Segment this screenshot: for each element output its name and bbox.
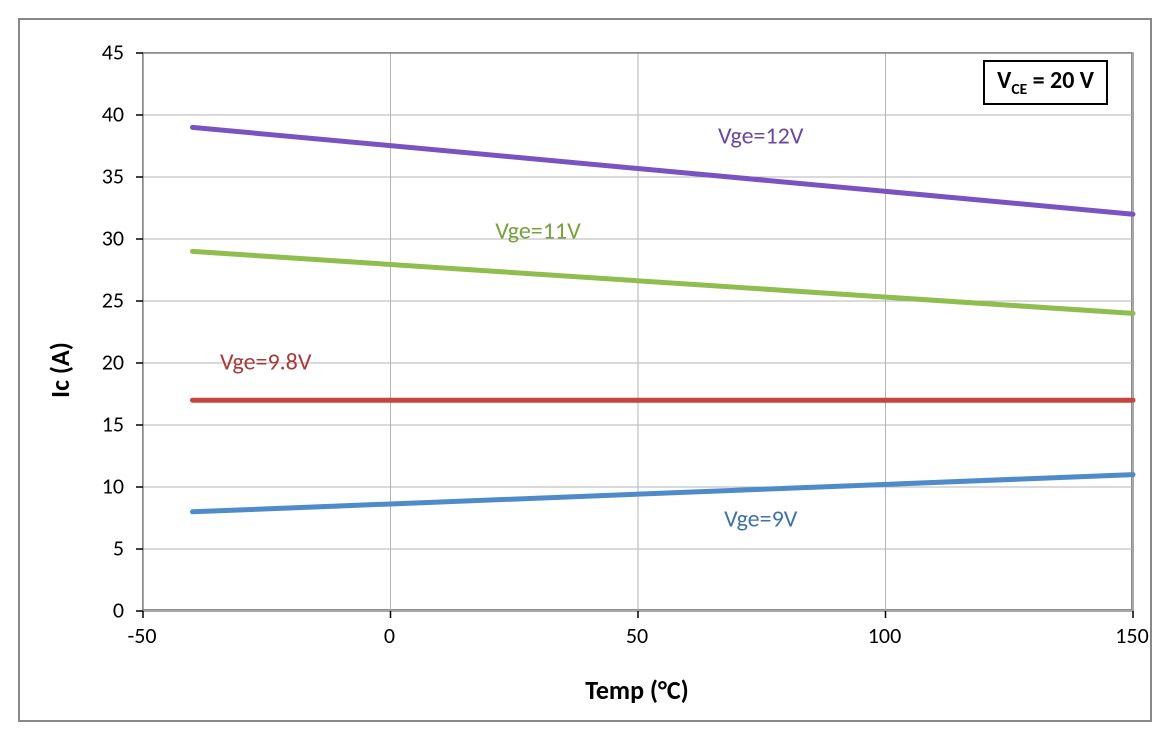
x-tick-label: -50	[127, 622, 156, 649]
x-tick-label: 0	[384, 622, 395, 649]
x-axis-label: Temp (°C)	[585, 674, 689, 706]
y-tick-label: 10	[102, 473, 124, 500]
x-tick-label: 150	[1115, 622, 1148, 649]
plot-area	[142, 52, 1132, 610]
plot-svg	[143, 53, 1131, 609]
chart-wrap: Ic (A) Temp (°C) VCE = 20 V -50050100150…	[20, 20, 1150, 720]
y-tick-label: 30	[102, 225, 124, 252]
vce-annotation: VCE = 20 V	[983, 60, 1108, 105]
y-tick-label: 20	[102, 349, 124, 376]
y-tick-label: 40	[102, 101, 124, 128]
series-line	[193, 251, 1134, 313]
series-label: Vge=12V	[718, 122, 803, 151]
y-tick-label: 45	[102, 39, 124, 66]
y-tick-label: 0	[113, 597, 124, 624]
y-axis-label: Ic (A)	[44, 342, 76, 398]
series-line	[193, 475, 1134, 512]
chart-frame: Ic (A) Temp (°C) VCE = 20 V -50050100150…	[18, 18, 1152, 722]
x-tick-label: 50	[626, 622, 648, 649]
x-tick-label: 100	[868, 622, 901, 649]
y-tick-label: 35	[102, 163, 124, 190]
series-label: Vge=9.8V	[220, 348, 311, 377]
y-tick-label: 25	[102, 287, 124, 314]
series-label: Vge=11V	[495, 216, 580, 245]
y-tick-label: 15	[102, 411, 124, 438]
y-tick-label: 5	[113, 535, 124, 562]
series-line	[193, 127, 1134, 214]
series-label: Vge=9V	[724, 505, 797, 534]
